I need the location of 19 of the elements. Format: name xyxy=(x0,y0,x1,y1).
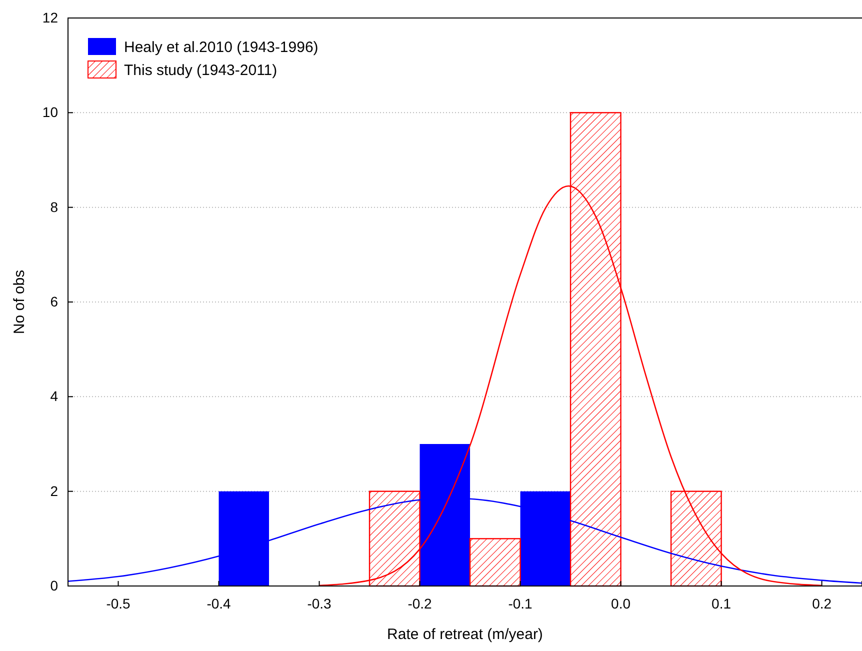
legend-label: This study (1943-2011) xyxy=(124,62,278,79)
y-tick-label: 10 xyxy=(42,104,58,120)
y-tick-label: 12 xyxy=(42,9,58,26)
y-tick-label: 6 xyxy=(50,293,58,310)
x-tick-label: -0.3 xyxy=(307,596,332,612)
x-tick-label: 0.0 xyxy=(611,596,631,612)
y-tick-label: 8 xyxy=(50,198,58,215)
x-tick-label: -0.5 xyxy=(106,596,131,612)
x-tick-label: -0.1 xyxy=(508,596,533,612)
y-tick-label: 0 xyxy=(50,577,58,594)
x-tick-label: -0.4 xyxy=(206,596,232,612)
x-tick-label: 0.1 xyxy=(712,596,732,612)
y-tick-label: 4 xyxy=(50,388,58,404)
y-tick-label: 2 xyxy=(50,482,58,499)
x-tick-label: -0.2 xyxy=(408,596,432,612)
legend-label: Healy et al.2010 (1943-1996) xyxy=(124,39,318,56)
x-tick-label: 0.2 xyxy=(812,596,832,612)
y-axis-title: No of obs xyxy=(11,270,28,334)
x-axis-title: Rate of retreat (m/year) xyxy=(387,626,543,643)
